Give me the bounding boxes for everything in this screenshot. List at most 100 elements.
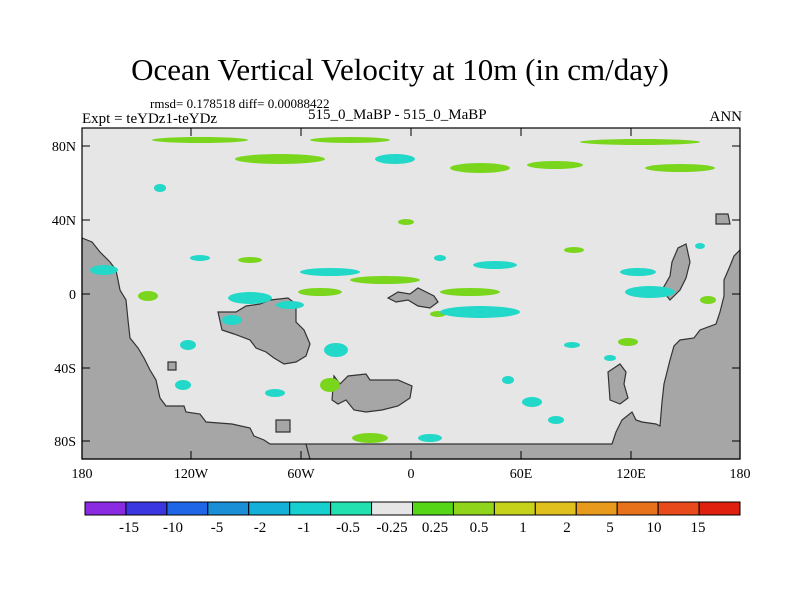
- negative-anomaly-layer: [90, 154, 705, 442]
- x-tick-label: 60E: [510, 467, 533, 482]
- y-axis-labels: 80N 40N 0 40S 80S: [52, 140, 76, 450]
- positive-patch: [700, 296, 716, 304]
- negative-patch: [502, 376, 514, 384]
- negative-patch: [180, 340, 196, 350]
- y-tick-label: 40N: [52, 214, 76, 229]
- negative-patch: [548, 416, 564, 424]
- colorbar-swatch: [166, 501, 209, 516]
- land-south-america: [81, 237, 311, 460]
- colorbar-label: -0.25: [376, 520, 407, 536]
- x-axis-labels: 180 120W 60W 0 60E 120E 180: [72, 467, 751, 482]
- negative-patch: [300, 268, 360, 276]
- land-east-strip: [661, 243, 691, 301]
- land-equatorial-island: [386, 287, 439, 309]
- positive-patch: [527, 161, 583, 169]
- negative-patch: [222, 315, 242, 325]
- x-tick-label: 120E: [616, 467, 646, 482]
- negative-patch: [434, 255, 446, 261]
- positive-patch: [152, 137, 248, 143]
- negative-patch: [154, 184, 166, 192]
- positive-patch: [352, 433, 388, 443]
- x-tick-label: 0: [408, 467, 415, 482]
- colorbar-swatch: [289, 501, 332, 516]
- colorbar-swatch: [493, 501, 536, 516]
- colorbar-swatch: [371, 501, 413, 516]
- colorbar-label: 2: [563, 520, 571, 536]
- x-tick-label: 120W: [174, 467, 209, 482]
- positive-patch: [645, 164, 715, 172]
- negative-patch: [564, 342, 580, 348]
- land-small-south: [275, 419, 291, 433]
- positive-patch: [298, 288, 342, 296]
- x-tick-label: 60W: [287, 467, 315, 482]
- colorbar-label: -0.5: [336, 520, 360, 536]
- negative-patch: [695, 243, 705, 249]
- land-central-island: [331, 373, 413, 413]
- colorbar-swatch: [575, 501, 618, 516]
- colorbar-label: -1: [298, 520, 311, 536]
- negative-patch: [175, 380, 191, 390]
- plot-title: Ocean Vertical Velocity at 10m (in cm/da…: [131, 52, 669, 87]
- cases-label: 515_0_MaBP - 515_0_MaBP: [308, 107, 487, 123]
- land-antarctica-edge: [305, 248, 741, 460]
- colorbar-label: -5: [211, 520, 224, 536]
- colorbar-swatch: [207, 501, 250, 516]
- positive-patch: [398, 219, 414, 225]
- colorbar-swatch: [452, 501, 495, 516]
- positive-patch: [310, 137, 390, 143]
- colorbar-label: -15: [119, 520, 139, 536]
- stats-text: rmsd= 0.178518 diff= 0.00088422: [150, 96, 330, 111]
- land-africa-west: [217, 297, 311, 365]
- colorbar-labels: -15 -10 -5 -2 -1 -0.5 -0.25 0.25 0.5 1 2…: [119, 520, 706, 536]
- land-layer: [81, 213, 741, 460]
- colorbar-swatch: [412, 501, 454, 516]
- colorbar-label: -10: [163, 520, 183, 536]
- colorbar: [84, 501, 741, 516]
- colorbar-swatch: [125, 501, 168, 516]
- land-northeast-block: [715, 213, 731, 225]
- land-east-south: [607, 363, 629, 405]
- colorbar-label: 1: [519, 520, 527, 536]
- negative-patch: [418, 434, 442, 442]
- negative-patch: [440, 306, 520, 318]
- positive-patch: [564, 247, 584, 253]
- negative-patch: [620, 268, 656, 276]
- x-tick-label: 180: [730, 467, 751, 482]
- colorbar-label: 5: [606, 520, 614, 536]
- positive-patch: [350, 276, 420, 284]
- positive-anomaly-layer: [138, 137, 716, 443]
- colorbar-swatch: [616, 501, 659, 516]
- colorbar-label: 10: [647, 520, 662, 536]
- y-tick-label: 80S: [54, 435, 76, 450]
- colorbar-swatch: [330, 501, 373, 516]
- x-tick-label: 180: [72, 467, 93, 482]
- season-label: ANN: [709, 109, 743, 125]
- negative-patch: [276, 301, 304, 309]
- positive-patch: [618, 338, 638, 346]
- colorbar-swatch: [248, 501, 291, 516]
- experiment-label: Expt = teYDz1-teYDz: [82, 111, 218, 127]
- negative-patch: [375, 154, 415, 164]
- colorbar-swatch: [657, 501, 700, 516]
- positive-patch: [235, 154, 325, 164]
- negative-patch: [625, 286, 675, 298]
- negative-patch: [473, 261, 517, 269]
- colorbar-label: 15: [691, 520, 706, 536]
- y-tick-label: 40S: [54, 362, 76, 377]
- positive-patch: [320, 378, 340, 392]
- positive-patch: [238, 257, 262, 263]
- negative-patch: [265, 389, 285, 397]
- negative-patch: [522, 397, 542, 407]
- positive-patch: [580, 139, 700, 145]
- y-tick-label: 80N: [52, 140, 76, 155]
- negative-patch: [604, 355, 616, 361]
- colorbar-label: 0.25: [422, 520, 448, 536]
- axis-ticks: [82, 128, 740, 459]
- positive-patch: [450, 163, 510, 173]
- colorbar-swatch: [698, 501, 741, 516]
- colorbar-swatch: [534, 501, 577, 516]
- positive-patch: [440, 288, 500, 296]
- colorbar-swatch: [84, 501, 127, 516]
- negative-patch: [324, 343, 348, 357]
